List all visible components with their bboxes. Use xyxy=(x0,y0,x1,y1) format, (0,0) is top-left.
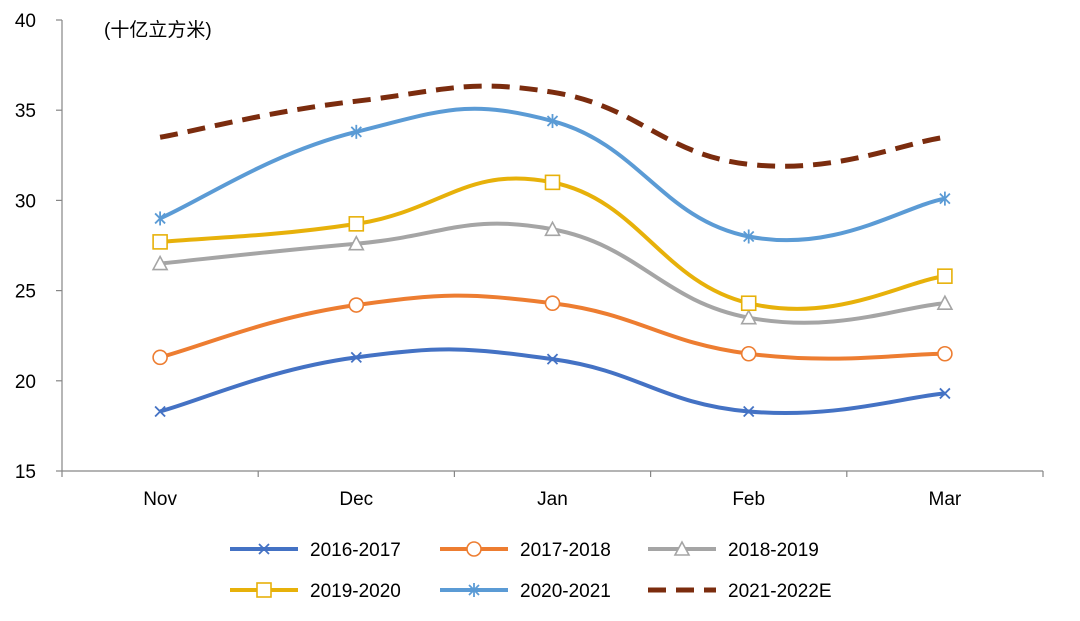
data-point xyxy=(743,229,755,244)
data-point xyxy=(152,349,168,366)
y-tick-label: 15 xyxy=(15,462,36,483)
legend-item: 2018-2019 xyxy=(648,540,819,561)
x-tick-label: Nov xyxy=(143,489,177,510)
legend-marker xyxy=(258,543,270,555)
series-2017-2018 xyxy=(152,293,953,366)
legend-label: 2018-2019 xyxy=(728,540,819,561)
data-point xyxy=(937,268,953,284)
series-2021-2022E xyxy=(159,83,946,169)
data-point xyxy=(350,351,362,363)
unit-label: (十亿立方米) xyxy=(104,19,212,41)
y-tick-label: 35 xyxy=(15,101,36,122)
series-2018-2019 xyxy=(151,220,954,325)
y-tick-label: 40 xyxy=(15,11,36,32)
legend: 2016-2017 2017-2018 2018-2019 2019-2020 2020… xyxy=(230,540,832,602)
series-line xyxy=(159,106,946,243)
data-point xyxy=(350,124,362,139)
legend-marker xyxy=(468,583,480,597)
series-line xyxy=(159,176,946,311)
y-tick-label: 20 xyxy=(15,372,36,393)
data-point xyxy=(937,345,953,362)
legend-item: 2020-2021 xyxy=(440,581,611,602)
data-point xyxy=(544,174,561,191)
data-point xyxy=(743,405,755,418)
x-tick-label: Jan xyxy=(537,489,568,510)
x-tick-label: Feb xyxy=(732,489,765,510)
legend-label: 2016-2017 xyxy=(310,540,401,561)
y-tick-label: 25 xyxy=(15,282,36,303)
data-point xyxy=(544,295,561,312)
data-point xyxy=(348,297,365,313)
data-point xyxy=(740,295,757,312)
series-2020-2021 xyxy=(154,106,951,244)
data-point xyxy=(546,114,559,129)
legend-label: 2020-2021 xyxy=(520,581,611,602)
series-layer xyxy=(151,83,954,418)
data-point xyxy=(936,294,954,311)
series-2016-2017 xyxy=(154,347,951,418)
legend-item: 2017-2018 xyxy=(440,540,611,561)
legend-label: 2021-2022E xyxy=(728,581,832,602)
series-2019-2020 xyxy=(152,174,953,312)
data-point xyxy=(347,235,365,251)
legend-item: 2019-2020 xyxy=(230,581,401,602)
axes: 15 20 25 30 35 40 Nov Dec Jan Feb Mar xyxy=(15,11,1044,510)
legend-item: 2021-2022E xyxy=(648,581,832,602)
data-point xyxy=(939,191,951,206)
legend-label: 2019-2020 xyxy=(310,581,401,602)
data-point xyxy=(740,308,758,325)
legend-marker xyxy=(673,540,691,556)
data-point xyxy=(939,387,951,400)
data-point xyxy=(154,405,166,418)
y-tick-label: 30 xyxy=(15,191,36,212)
legend-item: 2016-2017 xyxy=(230,540,401,561)
series-line xyxy=(159,83,946,169)
data-point xyxy=(544,220,561,237)
data-point xyxy=(152,234,168,250)
data-point xyxy=(151,254,169,271)
data-point xyxy=(154,211,166,226)
data-point xyxy=(740,345,757,362)
data-point xyxy=(546,353,559,365)
x-tick-label: Mar xyxy=(929,489,962,510)
legend-marker xyxy=(466,541,482,557)
data-point xyxy=(348,216,365,232)
x-tick-label: Dec xyxy=(339,489,373,510)
legend-label: 2017-2018 xyxy=(520,540,611,561)
legend-marker xyxy=(256,582,272,598)
